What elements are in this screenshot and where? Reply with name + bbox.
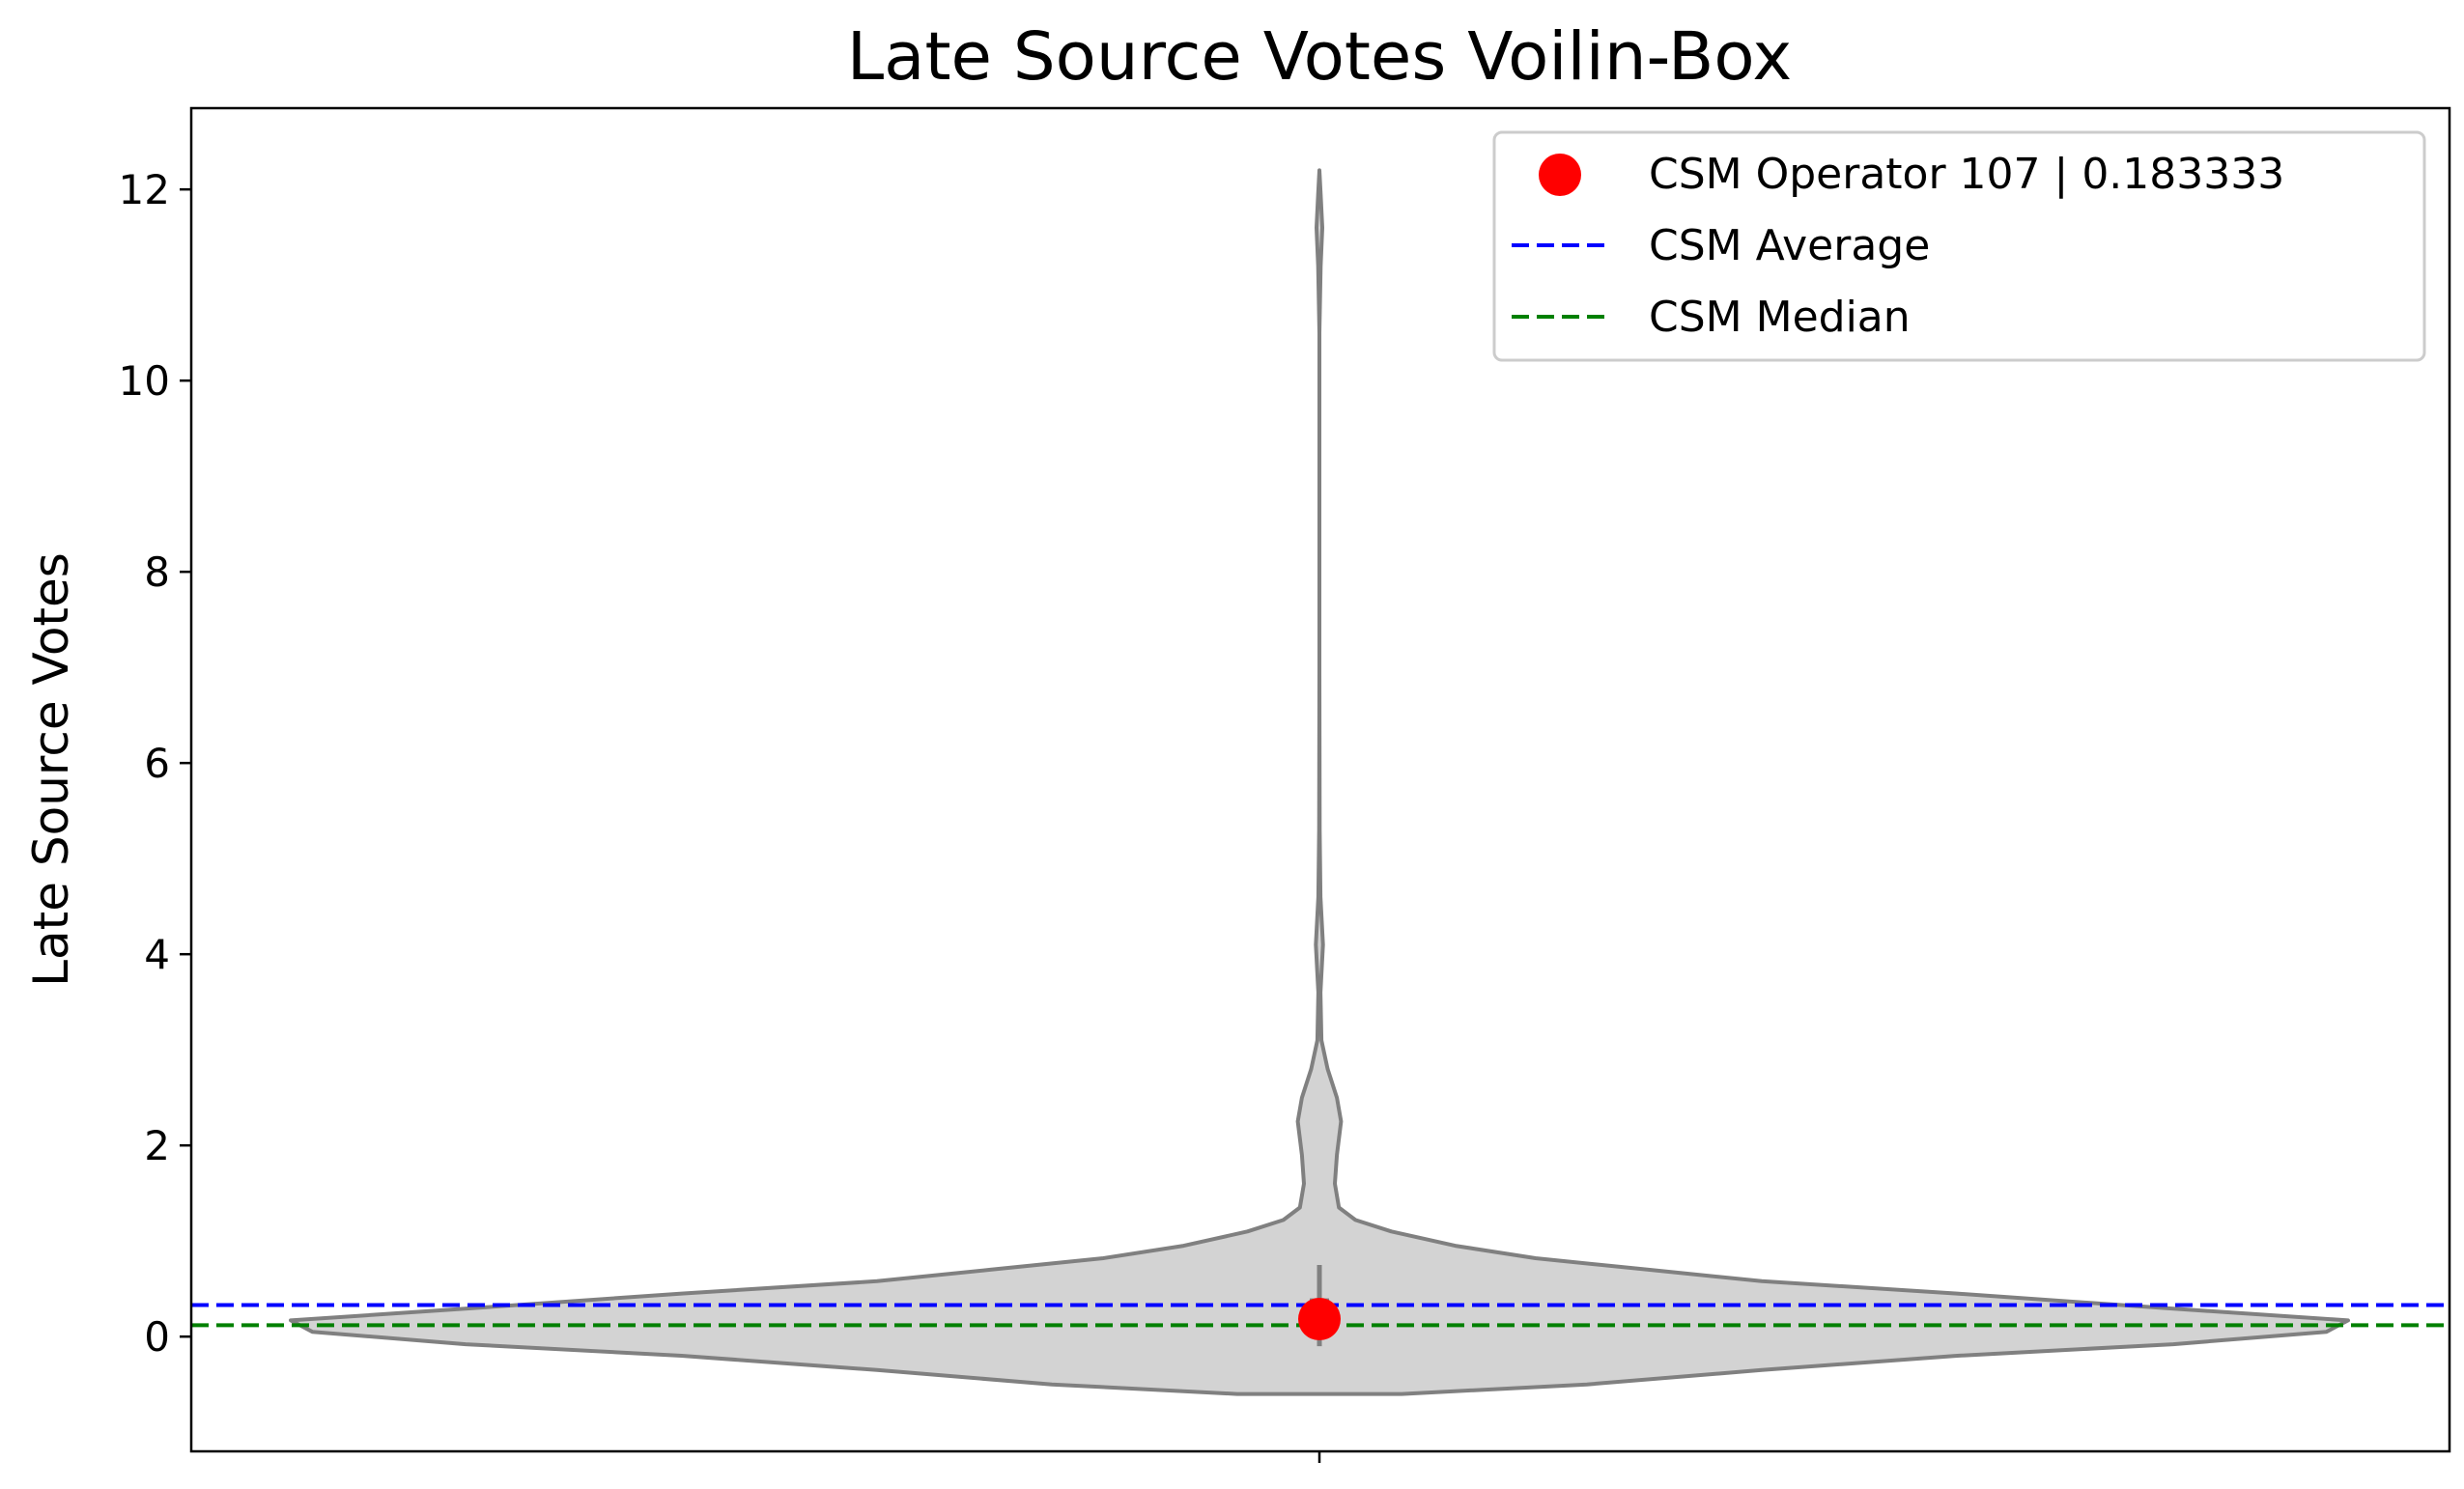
y-tick-label: 0 [144,1313,170,1361]
legend-box [1492,130,2426,362]
legend-label-1: CSM Average [1649,221,1930,270]
y-tick-label: 8 [144,548,170,596]
chart-title: Late Source Votes Voilin-Box [847,18,1793,96]
y-tick-label: 4 [144,931,170,978]
plot-area [191,168,2450,1396]
legend-label-2: CSM Median [1649,293,1911,342]
legend-marker-operator [1539,154,1581,196]
y-axis-label: Late Source Votes [23,552,79,987]
operator-point [1298,1298,1341,1341]
legend-label-operator: CSM Operator 107 | 0.183333 [1649,150,2284,199]
legend: CSM Operator 107 | 0.183333 CSM Average CS… [1492,130,2426,362]
violin-body [289,168,2350,1396]
y-tick-label: 10 [119,357,170,405]
y-tick-label: 6 [144,740,170,787]
y-tick-label: 2 [144,1122,170,1169]
y-tick-label: 12 [119,166,170,213]
axes: 0 2 4 6 8 10 12 [119,106,2451,1463]
